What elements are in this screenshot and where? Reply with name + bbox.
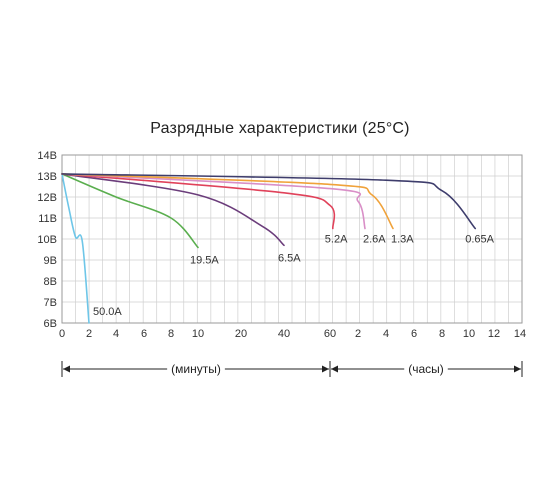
- x-tick-label-minutes: 6: [141, 328, 147, 340]
- series-label: 5.2A: [325, 234, 348, 246]
- x-tick-label-minutes: 20: [235, 328, 247, 340]
- x-tick-label-hours: 2: [355, 328, 361, 340]
- series-label: 0.65A: [465, 234, 494, 246]
- y-tick-label: 8В: [44, 276, 57, 288]
- plot-frame: [61, 154, 523, 324]
- y-tick-label: 12В: [37, 192, 57, 204]
- x-tick-label-minutes: 40: [278, 328, 290, 340]
- series-labels: 50.0A 19.5A 6.5A 5.2A 2.6A 1.3A 0.65A: [93, 234, 495, 319]
- series-label: 2.6A: [363, 234, 386, 246]
- series-line: [61, 173, 394, 230]
- x-tick-label-minutes: 4: [113, 328, 119, 340]
- series-label: 19.5A: [190, 254, 219, 266]
- series-line: [61, 173, 477, 230]
- series-label: 1.3A: [391, 234, 414, 246]
- x-unit-label-minutes: (минуты): [171, 362, 221, 376]
- y-tick-label: 14В: [37, 150, 57, 162]
- series-line: [61, 173, 366, 230]
- axes: 6В 7В 8В 9В 10В 11В 12В 13В 14В 0 2 4 6 8 10 20 40 60 2 4 6 8…: [37, 150, 526, 340]
- series-lines: [61, 173, 477, 324]
- arrow-right-icon: [514, 365, 521, 373]
- series-label: 50.0A: [93, 306, 122, 318]
- series-label: 6.5A: [278, 252, 301, 264]
- x-tick-label-hours: 8: [439, 328, 445, 340]
- y-tick-label: 6В: [44, 318, 57, 330]
- x-tick-label-hours: 14: [514, 328, 526, 340]
- x-tick-label-minutes: 10: [192, 328, 204, 340]
- x-unit-brackets: (минуты) (часы): [61, 361, 523, 377]
- x-tick-label-hours: 12: [488, 328, 500, 340]
- arrow-left-icon: [63, 365, 70, 373]
- series-line: [61, 173, 90, 324]
- arrow-left-icon: [331, 365, 338, 373]
- x-tick-label-hours: 10: [463, 328, 475, 340]
- series-line: [61, 173, 285, 247]
- y-tick-label: 10В: [37, 234, 57, 246]
- y-tick-label: 11В: [38, 213, 57, 225]
- unit-label-backing: [404, 361, 448, 377]
- y-tick-label: 13В: [37, 171, 57, 183]
- y-tick-label: 7В: [44, 297, 57, 309]
- x-tick-label-hours: 6: [411, 328, 417, 340]
- arrow-right-icon: [322, 365, 329, 373]
- series-line: [61, 173, 199, 249]
- x-tick-label-hours: 4: [383, 328, 389, 340]
- x-tick-label-minutes: 8: [168, 328, 174, 340]
- x-unit-label-hours: (часы): [408, 362, 444, 376]
- unit-label-backing: [167, 361, 225, 377]
- x-tick-label-minutes: 0: [59, 328, 65, 340]
- x-tick-label-minutes: 60: [324, 328, 336, 340]
- x-tick-label-minutes: 2: [86, 328, 92, 340]
- y-tick-label: 9В: [44, 255, 57, 267]
- chart-title: Разрядные характеристики (25°C): [150, 120, 410, 137]
- series-line: [61, 173, 336, 230]
